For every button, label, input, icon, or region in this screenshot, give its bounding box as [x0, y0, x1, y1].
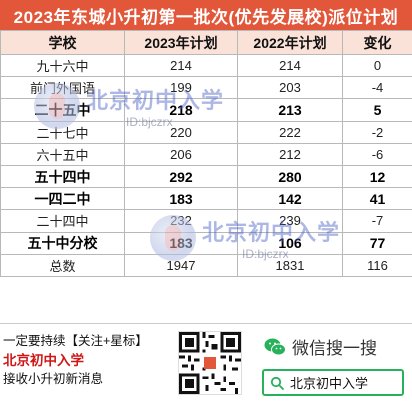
header-school: 学校 [0, 30, 125, 55]
change-cell: 5 [342, 98, 412, 122]
school-cell: 前门外国语 [0, 76, 125, 100]
table-row: 二十七中 220 222 -2 [0, 120, 412, 144]
plan-2023-cell: 183 [124, 187, 238, 211]
page-title: 2023年东城小升初第一批次(优先发展校)派位计划 [0, 0, 412, 30]
table-row: 前门外国语 199 203 -4 [0, 76, 412, 100]
plan-2023-cell: 214 [124, 53, 238, 78]
change-cell: -4 [342, 76, 412, 100]
account-name[interactable]: 北京初中入学 [3, 353, 84, 368]
change-cell: 116 [342, 253, 412, 277]
change-cell: -6 [342, 142, 412, 166]
table-row: 二十五中 218 213 5 [0, 98, 412, 122]
school-cell: 二十五中 [0, 98, 125, 122]
table-row: 九十六中 214 214 0 [0, 53, 412, 78]
change-cell: -2 [342, 120, 412, 144]
search-icon [270, 376, 284, 390]
change-cell: 0 [342, 53, 412, 78]
wechat-icon [264, 338, 286, 355]
follow-reminder: 一定要持续【关注+星标】 [3, 334, 148, 348]
plan-2022-cell: 239 [237, 209, 343, 233]
search-box[interactable]: 北京初中入学 [262, 369, 404, 396]
table-row: 五十中分校 183 106 77 [0, 231, 412, 255]
school-cell: 总数 [0, 253, 125, 277]
wechat-search-label: 微信搜一搜 [264, 334, 377, 359]
table-row: 六十五中 206 212 -6 [0, 142, 412, 166]
plan-2023-cell: 199 [124, 76, 238, 100]
table-row: 总数 1947 1831 116 [0, 253, 412, 277]
plan-2022-cell: 1831 [237, 253, 343, 277]
plan-2023-cell: 206 [124, 142, 238, 166]
plan-2023-cell: 220 [124, 120, 238, 144]
plan-2022-cell: 203 [237, 76, 343, 100]
plan-2022-cell: 280 [237, 164, 343, 189]
footer: 一定要持续【关注+星标】 北京初中入学 接收小升初新消息 [0, 323, 412, 401]
change-cell: -7 [342, 209, 412, 233]
table-row: 五十四中 292 280 12 [0, 164, 412, 189]
header-2022-plan: 2022年计划 [237, 30, 343, 55]
table-row: 一四二中 183 142 41 [0, 187, 412, 211]
school-cell: 六十五中 [0, 142, 125, 166]
change-cell: 41 [342, 187, 412, 211]
plan-2023-cell: 218 [124, 98, 238, 122]
plan-2022-cell: 212 [237, 142, 343, 166]
school-cell: 二十七中 [0, 120, 125, 144]
plan-2022-cell: 106 [237, 231, 343, 255]
wechat-search-text: 微信搜一搜 [292, 339, 377, 358]
allocation-table: 学校 2023年计划 2022年计划 变化 九十六中 214 214 0 前门外国语 19… [0, 30, 412, 277]
receive-notice: 接收小升初新消息 [3, 372, 104, 386]
school-cell: 五十四中 [0, 164, 125, 189]
plan-2023-cell: 232 [124, 209, 238, 233]
table-header-row: 学校 2023年计划 2022年计划 变化 [0, 30, 412, 55]
header-change: 变化 [342, 30, 412, 55]
plan-2022-cell: 214 [237, 53, 343, 78]
plan-2023-cell: 183 [124, 231, 238, 255]
school-cell: 五十中分校 [0, 231, 125, 255]
school-cell: 九十六中 [0, 53, 125, 78]
plan-2022-cell: 142 [237, 187, 343, 211]
school-cell: 一四二中 [0, 187, 125, 211]
change-cell: 12 [342, 164, 412, 189]
search-query: 北京初中入学 [290, 376, 369, 391]
plan-2022-cell: 222 [237, 120, 343, 144]
table-row: 二十四中 232 239 -7 [0, 209, 412, 233]
plan-2023-cell: 292 [124, 164, 238, 189]
plan-2022-cell: 213 [237, 98, 343, 122]
qr-code-icon[interactable] [178, 331, 242, 395]
plan-2023-cell: 1947 [124, 253, 238, 277]
header-2023-plan: 2023年计划 [124, 30, 238, 55]
change-cell: 77 [342, 231, 412, 255]
school-cell: 二十四中 [0, 209, 125, 233]
